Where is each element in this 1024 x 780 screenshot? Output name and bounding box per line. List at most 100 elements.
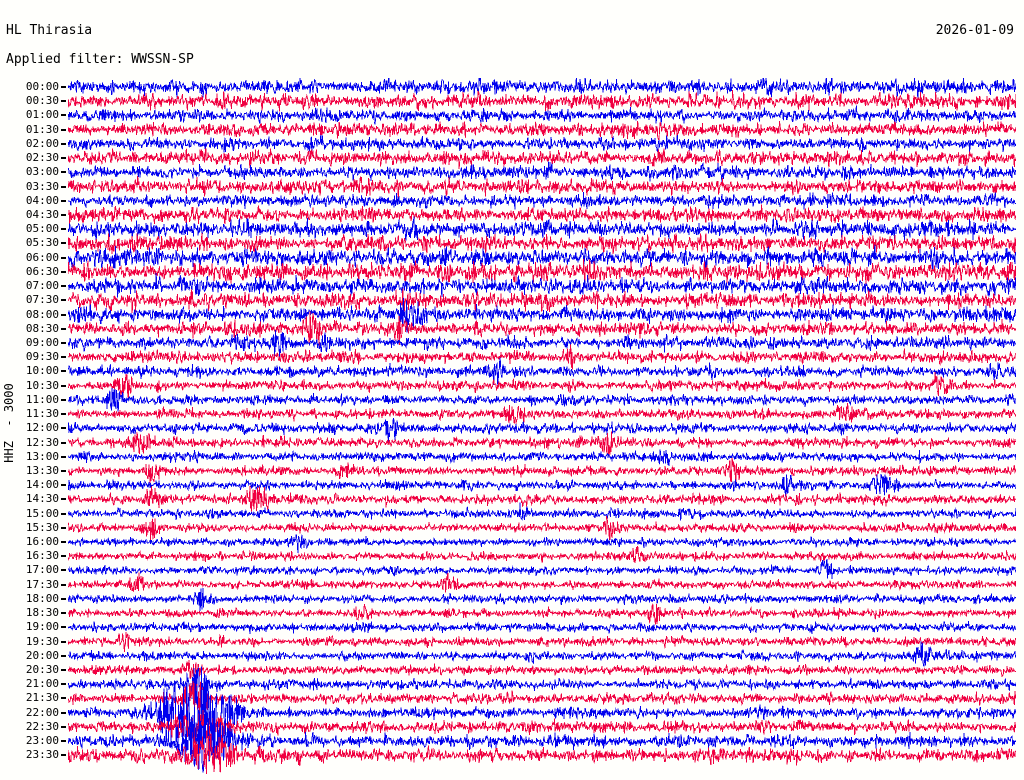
seismic-trace [68, 78, 1016, 98]
time-tick-label: 06:00 [25, 250, 59, 264]
seismic-trace [68, 403, 1016, 424]
time-tick-row: 05:00 [0, 223, 70, 235]
time-tick-label: 16:00 [25, 535, 59, 549]
seismic-trace [68, 709, 1016, 745]
time-tick-mark [61, 555, 66, 558]
time-tick-mark [61, 498, 66, 501]
time-tick-mark [61, 114, 66, 117]
time-tick-mark [61, 171, 66, 174]
seismic-trace [68, 502, 1016, 522]
time-tick-label: 23:30 [25, 748, 59, 762]
time-tick-label: 21:00 [25, 677, 59, 691]
time-tick-label: 19:00 [25, 620, 59, 634]
time-tick-label: 21:30 [25, 691, 59, 705]
time-tick-mark [61, 640, 66, 643]
time-tick-row: 19:00 [0, 621, 70, 633]
plot-area: 00:00 00:30 01:00 01:30 02:00 02:30 03:00 03:30… [0, 78, 1024, 778]
time-tick-row: 22:00 [0, 705, 70, 719]
seismic-trace [68, 733, 1016, 775]
time-tick-row: 10:00 [0, 365, 70, 377]
time-tick-label: 11:00 [25, 392, 59, 406]
time-tick-row: 11:30 [0, 408, 70, 420]
time-tick-row: 05:30 [0, 237, 70, 249]
time-tick-label: 19:30 [25, 634, 59, 648]
seismic-trace [68, 588, 1016, 612]
seismic-trace [68, 418, 1016, 442]
time-tick-mark [61, 185, 66, 188]
time-tick-label: 10:00 [25, 364, 59, 378]
seismic-trace [68, 148, 1016, 170]
time-tick-label: 14:00 [25, 478, 59, 492]
seismic-trace [68, 641, 1016, 667]
time-tick-row: 01:00 [0, 109, 70, 121]
seismic-trace [68, 431, 1016, 455]
time-tick-label: 17:00 [25, 563, 59, 577]
time-tick-label: 13:30 [25, 463, 59, 477]
record-date: 2026-01-09 [935, 23, 1014, 38]
seismic-trace [68, 90, 1016, 112]
time-tick-row: 12:00 [0, 422, 70, 434]
trace-svg [68, 78, 1016, 775]
time-tick-label: 20:00 [25, 648, 59, 662]
time-tick-row: 19:30 [0, 634, 70, 648]
seismic-trace [68, 175, 1016, 198]
time-tick-row: 07:00 [0, 280, 70, 292]
seismic-trace [68, 681, 1016, 716]
seismic-trace [68, 473, 1016, 497]
time-tick-row: 16:30 [0, 550, 70, 562]
seismic-trace [68, 534, 1016, 554]
time-tick-label: 22:00 [25, 705, 59, 719]
time-tick-row: 20:00 [0, 648, 70, 662]
time-tick-label: 23:00 [25, 734, 59, 748]
seismic-trace [68, 120, 1016, 141]
time-tick-label: 06:30 [25, 264, 59, 278]
time-tick-row: 20:30 [0, 664, 70, 676]
time-axis: 00:00 00:30 01:00 01:30 02:00 02:30 03:00 03:30… [0, 78, 70, 778]
seismic-trace [68, 707, 1016, 773]
time-tick-mark [61, 569, 66, 572]
time-tick-row: 04:00 [0, 193, 70, 207]
seismic-trace [68, 344, 1016, 370]
time-tick-label: 02:30 [25, 151, 59, 165]
time-tick-label: 04:00 [25, 193, 59, 207]
seismic-trace [68, 288, 1016, 313]
seismic-trace [68, 666, 1016, 759]
time-tick-mark [61, 256, 66, 259]
time-tick-label: 04:30 [25, 207, 59, 221]
time-tick-label: 01:00 [25, 108, 59, 122]
time-tick-mark [61, 128, 66, 131]
seismic-trace [68, 388, 1016, 412]
time-tick-mark [61, 356, 66, 359]
time-tick-mark [61, 270, 66, 273]
time-tick-row: 18:30 [0, 607, 70, 619]
time-tick-label: 18:30 [25, 606, 59, 620]
time-tick-label: 13:00 [25, 449, 59, 463]
time-tick-mark [61, 313, 66, 316]
time-tick-row: 23:00 [0, 735, 70, 747]
time-tick-label: 08:30 [25, 321, 59, 335]
time-tick-mark [61, 285, 66, 288]
time-tick-row: 09:30 [0, 351, 70, 363]
time-tick-row: 15:30 [0, 521, 70, 534]
seismic-trace [68, 244, 1016, 270]
time-tick-row: 04:30 [0, 207, 70, 221]
time-tick-row: 09:00 [0, 336, 70, 349]
time-tick-mark [61, 441, 66, 444]
time-tick-label: 14:30 [25, 492, 59, 506]
seismic-trace [68, 486, 1016, 512]
time-tick-mark [61, 526, 66, 529]
seismic-trace [68, 311, 1016, 347]
seismic-trace [68, 258, 1016, 284]
seismic-trace [68, 372, 1016, 399]
time-tick-mark [61, 597, 66, 600]
time-tick-row: 07:30 [0, 294, 70, 306]
time-tick-row: 13:00 [0, 449, 70, 463]
time-tick-label: 17:30 [25, 577, 59, 591]
time-tick-row: 06:00 [0, 250, 70, 264]
time-tick-mark [61, 683, 66, 686]
time-tick-label: 18:00 [25, 591, 59, 605]
time-tick-label: 16:30 [25, 549, 59, 563]
seismic-trace [68, 621, 1016, 634]
seismic-trace [68, 105, 1016, 126]
